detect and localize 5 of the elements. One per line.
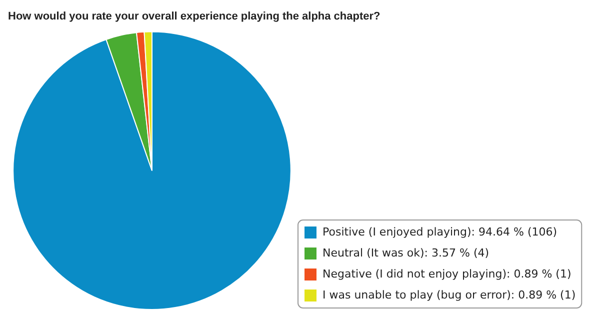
- legend-label: Neutral (It was ok): 3.57 % (4): [322, 246, 490, 260]
- legend-label: I was unable to play (bug or error): 0.89 % (1): [322, 288, 576, 302]
- legend-label: Negative (I did not enjoy playing): 0.89 % (1): [322, 267, 572, 280]
- legend-label: Positive (I enjoyed playing): 94.64 % (106): [322, 225, 558, 238]
- chart-title: How would you rate your overall experience playing the alpha chapter?: [8, 10, 381, 23]
